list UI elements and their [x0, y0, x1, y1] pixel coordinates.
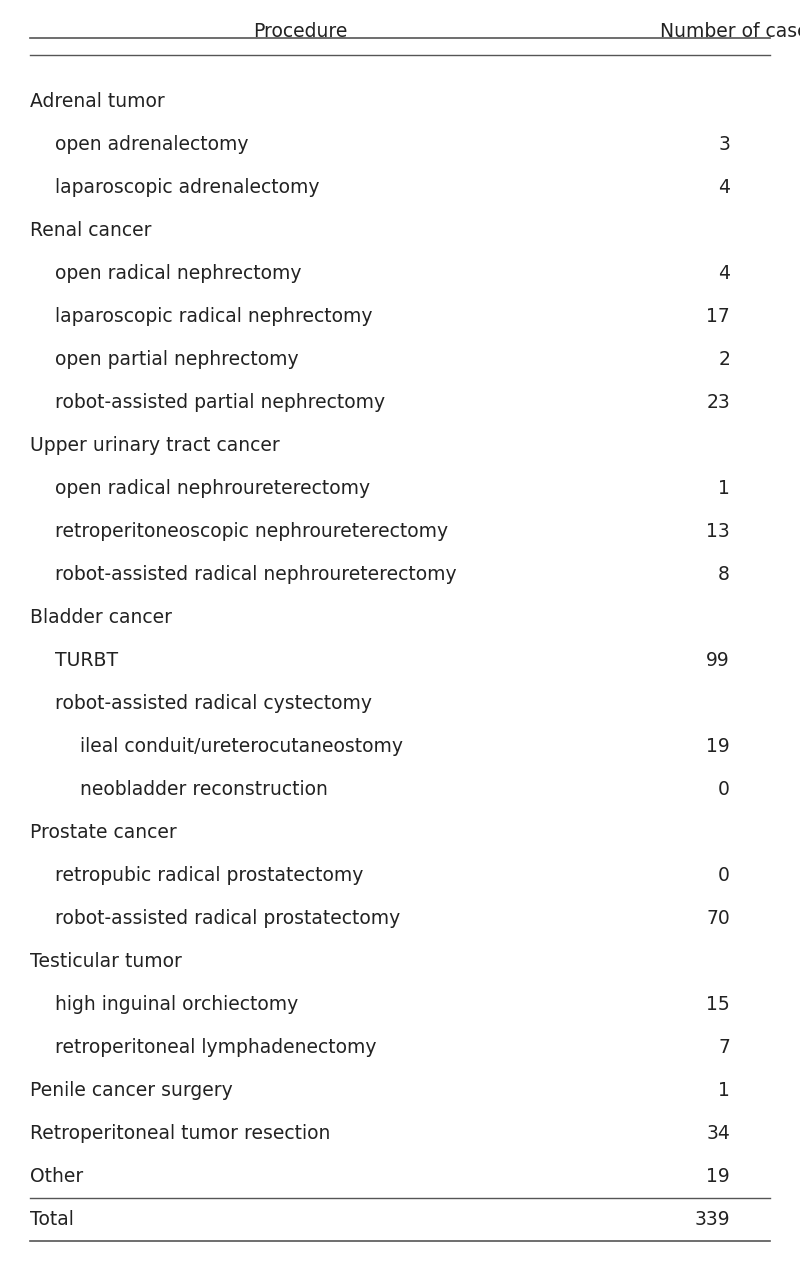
Text: Total: Total	[30, 1211, 74, 1228]
Text: Penile cancer surgery: Penile cancer surgery	[30, 1082, 233, 1099]
Text: robot-assisted radical nephroureterectomy: robot-assisted radical nephroureterectom…	[55, 564, 457, 584]
Text: 0: 0	[718, 866, 730, 885]
Text: Renal cancer: Renal cancer	[30, 221, 151, 240]
Text: 17: 17	[706, 306, 730, 326]
Text: 99: 99	[706, 651, 730, 670]
Text: laparoscopic adrenalectomy: laparoscopic adrenalectomy	[55, 178, 319, 197]
Text: open adrenalectomy: open adrenalectomy	[55, 135, 249, 155]
Text: open radical nephroureterectomy: open radical nephroureterectomy	[55, 479, 370, 498]
Text: 34: 34	[706, 1124, 730, 1143]
Text: 7: 7	[718, 1038, 730, 1057]
Text: 1: 1	[718, 1082, 730, 1099]
Text: neobladder reconstruction: neobladder reconstruction	[80, 780, 328, 799]
Text: 4: 4	[718, 178, 730, 197]
Text: laparoscopic radical nephrectomy: laparoscopic radical nephrectomy	[55, 306, 373, 326]
Text: Procedure: Procedure	[253, 22, 347, 41]
Text: 13: 13	[706, 522, 730, 541]
Text: Adrenal tumor: Adrenal tumor	[30, 92, 165, 111]
Text: Prostate cancer: Prostate cancer	[30, 822, 177, 842]
Text: retropubic radical prostatectomy: retropubic radical prostatectomy	[55, 866, 363, 885]
Text: Other: Other	[30, 1167, 83, 1186]
Text: 15: 15	[706, 995, 730, 1014]
Text: 339: 339	[694, 1211, 730, 1228]
Text: 19: 19	[706, 1167, 730, 1186]
Text: TURBT: TURBT	[55, 651, 118, 670]
Text: Retroperitoneal tumor resection: Retroperitoneal tumor resection	[30, 1124, 330, 1143]
Text: robot-assisted radical prostatectomy: robot-assisted radical prostatectomy	[55, 909, 400, 928]
Text: 23: 23	[706, 393, 730, 412]
Text: high inguinal orchiectomy: high inguinal orchiectomy	[55, 995, 298, 1014]
Text: 2: 2	[718, 350, 730, 369]
Text: Number of cases: Number of cases	[660, 22, 800, 41]
Text: 3: 3	[718, 135, 730, 155]
Text: 19: 19	[706, 737, 730, 756]
Text: Bladder cancer: Bladder cancer	[30, 608, 172, 627]
Text: 4: 4	[718, 264, 730, 283]
Text: Testicular tumor: Testicular tumor	[30, 951, 182, 971]
Text: robot-assisted partial nephrectomy: robot-assisted partial nephrectomy	[55, 393, 385, 412]
Text: retroperitoneoscopic nephroureterectomy: retroperitoneoscopic nephroureterectomy	[55, 522, 448, 541]
Text: 0: 0	[718, 780, 730, 799]
Text: retroperitoneal lymphadenectomy: retroperitoneal lymphadenectomy	[55, 1038, 377, 1057]
Text: 8: 8	[718, 564, 730, 584]
Text: robot-assisted radical cystectomy: robot-assisted radical cystectomy	[55, 693, 372, 713]
Text: 1: 1	[718, 479, 730, 498]
Text: 70: 70	[706, 909, 730, 928]
Text: Upper urinary tract cancer: Upper urinary tract cancer	[30, 435, 280, 455]
Text: open radical nephrectomy: open radical nephrectomy	[55, 264, 302, 283]
Text: ileal conduit/ureterocutaneostomy: ileal conduit/ureterocutaneostomy	[80, 737, 403, 756]
Text: open partial nephrectomy: open partial nephrectomy	[55, 350, 298, 369]
